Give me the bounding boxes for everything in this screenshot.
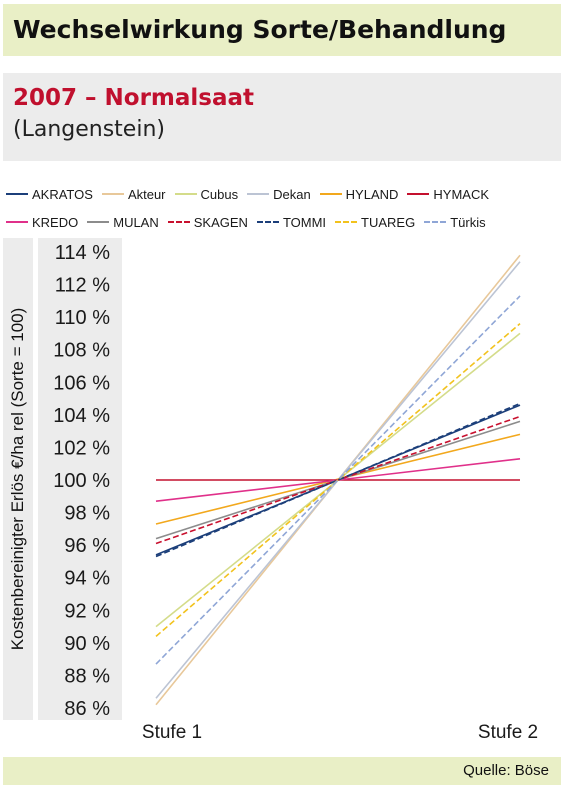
legend-label: KREDO	[32, 214, 79, 230]
y-axis-tick-box	[38, 238, 122, 720]
legend-label: SKAGEN	[193, 214, 248, 230]
y-tick-label: 88 %	[64, 665, 110, 687]
y-tick-label: 100 %	[53, 470, 110, 492]
chart-title: Wechselwirkung Sorte/Behandlung	[3, 4, 561, 56]
y-tick-label: 104 %	[53, 405, 110, 427]
y-tick-label: 106 %	[53, 372, 110, 394]
legend-item: TOMMI	[256, 214, 327, 230]
subtitle-box: 2007 – Normalsaat (Langenstein)	[3, 73, 561, 161]
legend-item: Akteur	[101, 186, 166, 202]
y-axis-label-box: Kostenbereinigter Erlös €/ha rel (Sorte …	[3, 238, 33, 720]
legend-item: HYLAND	[319, 186, 399, 202]
y-tick-label: 94 %	[64, 568, 110, 590]
y-tick-label: 86 %	[64, 698, 110, 720]
legend: AKRATOS Akteur Cubus Dekan HYLAND HYMACK KREDO…	[6, 183, 561, 239]
y-tick-label: 114 %	[55, 242, 110, 264]
y-tick-label: 102 %	[53, 437, 110, 459]
legend-item: TUAREG	[335, 215, 415, 230]
y-tick-label: 108 %	[53, 340, 110, 362]
legend-swatch	[247, 193, 270, 195]
y-tick-label: 92 %	[64, 600, 110, 622]
legend-item: Dekan	[247, 187, 311, 202]
legend-label: MULAN	[113, 214, 159, 230]
x-tick-label: Stufe 1	[142, 722, 202, 743]
x-tick-label: Stufe 2	[478, 722, 538, 743]
y-tick-label: 98 %	[64, 503, 110, 525]
year-subtitle: 2007 – Normalsaat	[13, 85, 255, 111]
legend-label: Türkis	[450, 214, 486, 230]
source-note: Quelle: Böse	[3, 757, 561, 785]
legend-label: HYLAND	[345, 186, 399, 202]
legend-swatch	[174, 193, 197, 195]
legend-label: TUAREG	[361, 214, 416, 230]
legend-swatch	[6, 221, 28, 223]
legend-swatch	[87, 221, 110, 223]
legend-swatch	[6, 193, 28, 195]
legend-item: Cubus	[174, 186, 239, 202]
legend-label: Akteur	[127, 186, 166, 202]
legend-swatch	[319, 193, 342, 195]
series-line-tuareg	[155, 323, 521, 637]
series-line-tommi	[155, 402, 521, 558]
y-tick-label: 96 %	[64, 535, 110, 557]
legend-item: KREDO	[6, 215, 78, 230]
legend-label: Cubus	[200, 186, 239, 202]
legend-label: AKRATOS	[32, 186, 93, 202]
legend-row: AKRATOS Akteur Cubus Dekan HYLAND HYMACK	[6, 183, 561, 205]
y-tick-label: 110 %	[55, 307, 110, 329]
legend-row: KREDO MULAN SKAGEN TOMMI TUAREG Türkis	[6, 211, 561, 233]
legend-item: AKRATOS	[6, 187, 93, 202]
legend-label: HYMACK	[433, 186, 490, 202]
legend-label: Dekan	[273, 186, 311, 202]
legend-item: HYMACK	[407, 187, 489, 202]
series-line-türkis	[155, 295, 521, 665]
legend-item: Türkis	[424, 214, 486, 230]
y-tick-label: 90 %	[64, 633, 110, 655]
legend-item: SKAGEN	[167, 214, 248, 230]
legend-swatch	[256, 221, 279, 223]
legend-swatch	[101, 193, 124, 195]
legend-swatch	[167, 221, 190, 223]
legend-swatch	[407, 193, 430, 195]
legend-label: TOMMI	[282, 214, 327, 230]
legend-item: MULAN	[87, 215, 159, 230]
y-tick-label: 112 %	[55, 275, 110, 297]
location-label: (Langenstein)	[13, 117, 165, 142]
legend-swatch	[335, 221, 358, 223]
legend-swatch	[424, 221, 447, 223]
